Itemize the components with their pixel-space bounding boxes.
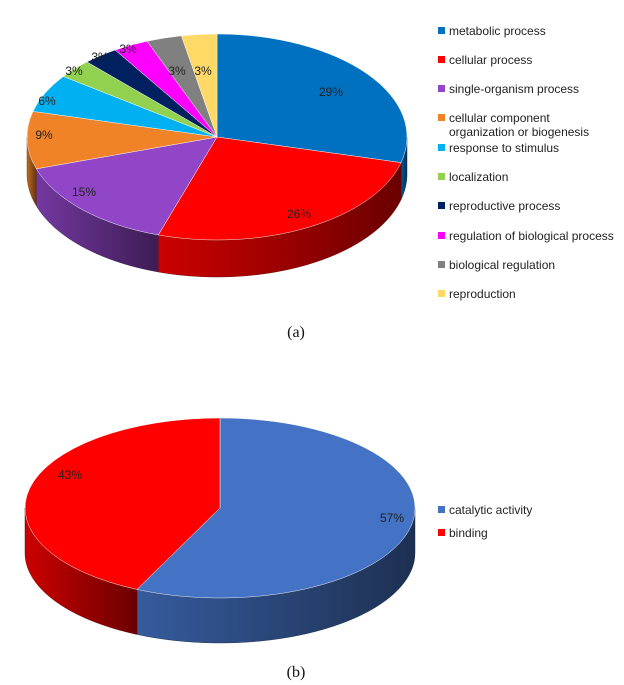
legend-b: catalytic activity binding xyxy=(438,503,532,540)
pie-0-data-label: 6% xyxy=(38,94,56,108)
legend-0-item: reproductive process xyxy=(438,199,560,213)
legend-0-item: regulation of biological process xyxy=(438,229,614,243)
legend-1-swatch xyxy=(438,506,445,513)
legend-0-label: single-organism process xyxy=(449,82,579,96)
pie-chart-a: 29% 26% 15% 9% 6% 3% 3% 3% 3% 3% xyxy=(26,33,408,278)
legend-0-label: reproductive process xyxy=(449,199,560,213)
legend-0-item: cellular process xyxy=(438,53,532,67)
legend-0-swatch xyxy=(438,27,445,34)
pie-0-data-label: 9% xyxy=(35,128,53,142)
legend-0-swatch xyxy=(438,114,445,121)
legend-0-swatch xyxy=(438,173,445,180)
pie-1-slice-0 xyxy=(136,417,416,599)
legend-1-item: catalytic activity xyxy=(438,503,532,517)
caption-a: (a) xyxy=(287,324,305,341)
pie-0-data-label: 3% xyxy=(168,64,186,78)
pie-0-data-label: 15% xyxy=(72,185,96,199)
legend-a: metabolic process cellular process single-… xyxy=(438,24,614,301)
pie-1-data-label: 43% xyxy=(58,468,82,482)
pie-chart-b: 57% 43% xyxy=(24,417,416,644)
pie-0-labels: 29% 26% 15% 9% 6% 3% 3% 3% 3% 3% xyxy=(35,42,343,221)
legend-0-swatch xyxy=(438,56,445,63)
pie-0-slice-1 xyxy=(157,136,402,241)
caption-b: (b) xyxy=(287,664,306,681)
legend-0-label: organization or biogenesis xyxy=(449,125,589,139)
pie-0-slice-3 xyxy=(26,111,218,170)
legend-0-label: cellular process xyxy=(449,53,532,67)
pie-0-data-label: 3% xyxy=(119,42,137,56)
legend-0-swatch xyxy=(438,85,445,92)
legend-0-item: localization xyxy=(438,170,508,184)
pie-0-slice-2 xyxy=(35,136,218,236)
legend-0-item: response to stimulus xyxy=(438,141,559,155)
legend-0-label: biological regulation xyxy=(449,258,555,272)
pie-0-slice-0 xyxy=(216,33,408,163)
legend-0-item: single-organism process xyxy=(438,82,579,96)
legend-0-item: metabolic process xyxy=(438,24,546,38)
legend-1-label: binding xyxy=(449,526,488,540)
legend-0-swatch xyxy=(438,202,445,209)
legend-0-item: biological regulation xyxy=(438,258,555,272)
legend-0-swatch xyxy=(438,232,445,239)
legend-0-label: cellular component xyxy=(449,111,550,125)
legend-0-label: localization xyxy=(449,170,508,184)
pie-1-labels: 57% 43% xyxy=(58,468,404,525)
legend-0-swatch xyxy=(438,261,445,268)
pie-0-data-label: 29% xyxy=(319,85,343,99)
pie-1-slice-1 xyxy=(24,417,221,590)
pie-0-data-label: 3% xyxy=(65,64,83,78)
legend-1-item: binding xyxy=(438,526,488,540)
pie-0-data-label: 26% xyxy=(287,207,311,221)
pie-1-top xyxy=(24,417,416,599)
pie-0-data-label: 3% xyxy=(91,50,109,64)
pie-0-top xyxy=(26,33,408,241)
pie-1-data-label: 57% xyxy=(380,511,404,525)
pie-0-data-label: 3% xyxy=(194,64,212,78)
legend-0-swatch xyxy=(438,290,445,297)
legend-0-item: reproduction xyxy=(438,287,516,301)
pie-0-side-walls xyxy=(26,136,408,278)
legend-1-swatch xyxy=(438,529,445,536)
legend-0-label: response to stimulus xyxy=(449,141,559,155)
legend-0-swatch xyxy=(438,144,445,151)
legend-0-label: reproduction xyxy=(449,287,516,301)
legend-1-label: catalytic activity xyxy=(449,503,532,517)
pie-0-slice-9 xyxy=(181,33,218,138)
legend-0-label: metabolic process xyxy=(449,24,546,38)
legend-0-label: regulation of biological process xyxy=(449,229,614,243)
